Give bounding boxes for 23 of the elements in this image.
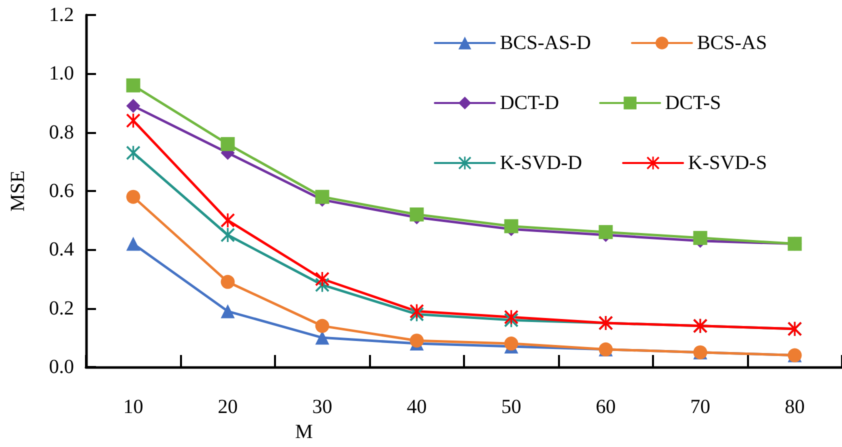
legend-label: K-SVD-D xyxy=(500,152,582,174)
legend-label: BCS-AS-D xyxy=(500,32,591,54)
legend-label: DCT-D xyxy=(500,92,560,114)
legend-label: K-SVD-S xyxy=(688,152,767,174)
x-tick-label: 80 xyxy=(784,396,805,418)
y-tick-label: 0.8 xyxy=(49,121,74,144)
x-tick-label: 30 xyxy=(312,396,332,418)
y-tick-label: 1.2 xyxy=(49,4,74,26)
x-tick-label: 40 xyxy=(406,396,427,418)
y-tick-label: 0.6 xyxy=(49,180,74,202)
x-tick-label: 50 xyxy=(501,396,522,418)
y-tick-label: 0.0 xyxy=(49,356,74,378)
legend-label: BCS-AS xyxy=(696,32,767,54)
y-tick-label: 0.2 xyxy=(49,297,74,320)
x-tick-label: 70 xyxy=(690,396,710,418)
x-tick-label: 60 xyxy=(596,396,616,418)
y-tick-label: 0.4 xyxy=(49,238,74,261)
y-axis-title: MSE xyxy=(7,170,29,212)
y-tick-label: 1.0 xyxy=(49,62,74,85)
legend-label: DCT-S xyxy=(665,92,722,114)
x-axis-title: M xyxy=(295,421,314,443)
x-tick-label: 10 xyxy=(123,396,144,418)
x-tick-label: 20 xyxy=(218,396,238,418)
